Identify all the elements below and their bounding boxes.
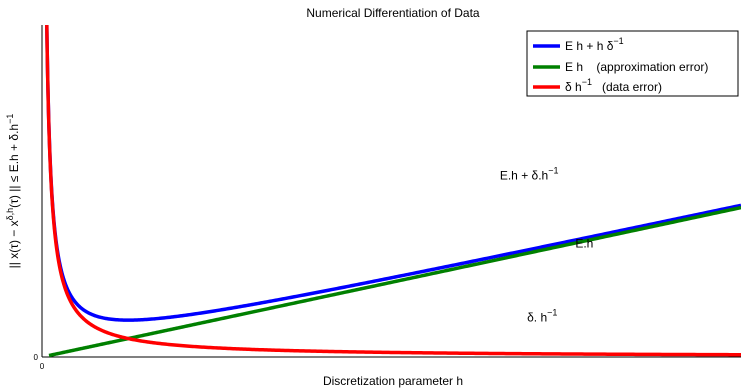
annotation-total-error: E.h + δ.h−1 xyxy=(500,165,559,182)
svg-text:E h (approximation error): E h (approximation error) xyxy=(565,60,708,74)
legend-item-data-error: δ h−1 (data error) xyxy=(533,77,662,94)
legend-label-sup: −1 xyxy=(582,77,592,87)
x-axis-label: Discretization parameter h xyxy=(323,374,463,388)
svg-text:E h + h δ−1: E h + h δ−1 xyxy=(565,36,624,53)
annotation-approximation-error: E.h xyxy=(575,236,593,250)
legend-item-total-error: E h + h δ−1 xyxy=(533,36,624,53)
y-axis-label-b: (τ) || ≤ E.h + δ.h xyxy=(7,124,21,208)
x-tick-label: 0 xyxy=(40,362,45,371)
legend-box xyxy=(526,30,739,97)
legend-label: δ h xyxy=(565,80,582,94)
legend-item-approximation-error: E h (approximation error) xyxy=(533,60,708,74)
svg-text:δ h−1 (data error): δ h−1 (data error) xyxy=(565,77,662,94)
series-line-data-error xyxy=(45,25,741,357)
legend-label: E h + h δ xyxy=(565,39,614,53)
series-line-total-error xyxy=(45,25,741,322)
legend: E h + h δ−1 E h (approximation error) δ … xyxy=(526,30,739,97)
legend-label-suffix: (data error) xyxy=(592,80,662,94)
y-axis-label: || x(τ) − xδ,h(τ) || ≤ E.h + δ.h−1 xyxy=(5,114,21,269)
legend-label-sup: −1 xyxy=(613,36,623,46)
annotation-data-error: δ. h−1 xyxy=(527,307,557,324)
y-tick-label: 0 xyxy=(34,353,39,362)
y-axis-label-a-sup: δ,h xyxy=(5,208,15,221)
y-axis-label-b-sup: −1 xyxy=(5,114,15,124)
series-line-approximation-error xyxy=(48,205,741,357)
legend-label: E h (approximation error) xyxy=(565,60,708,74)
chart-title: Numerical Differentiation of Data xyxy=(306,6,480,20)
y-axis-label-a: || x(τ) − x xyxy=(7,220,21,268)
